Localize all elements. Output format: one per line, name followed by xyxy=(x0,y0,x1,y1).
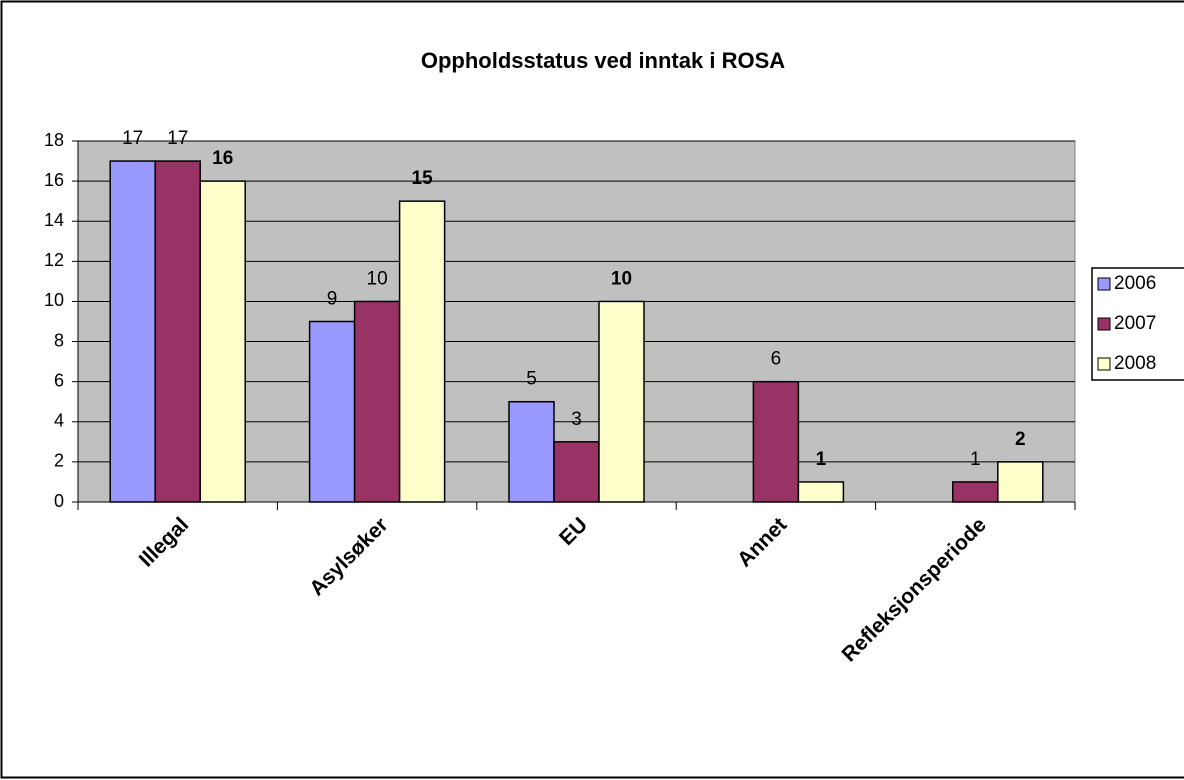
bar xyxy=(199,180,246,503)
bar xyxy=(109,160,156,503)
value-label: 17 xyxy=(122,128,143,149)
y-tick-label: 8 xyxy=(54,330,64,350)
legend-label: 2006 xyxy=(1114,273,1156,294)
bar xyxy=(598,300,645,503)
y-tick-label: 4 xyxy=(54,411,64,431)
value-label: 9 xyxy=(327,289,338,310)
value-label: 5 xyxy=(526,369,537,390)
y-tick-label: 14 xyxy=(44,210,64,230)
legend-label: 2007 xyxy=(1114,313,1156,334)
value-label: 16 xyxy=(212,148,233,169)
value-label: 10 xyxy=(611,268,632,289)
y-tick-label: 12 xyxy=(44,250,64,270)
bar xyxy=(797,481,845,503)
y-tick-label: 6 xyxy=(54,370,64,390)
legend-swatch xyxy=(1097,357,1111,371)
value-label: 2 xyxy=(1015,429,1026,450)
bar xyxy=(553,441,600,503)
bar xyxy=(154,160,201,503)
y-tick-label: 18 xyxy=(44,130,64,150)
value-label: 17 xyxy=(167,128,188,149)
bar xyxy=(752,380,800,503)
bar xyxy=(952,481,999,503)
bar xyxy=(308,320,356,503)
legend-label: 2008 xyxy=(1114,353,1156,374)
bar xyxy=(508,400,555,503)
legend-swatch xyxy=(1097,317,1111,331)
legend-swatch xyxy=(1097,277,1111,291)
value-label: 6 xyxy=(771,349,782,370)
bar xyxy=(353,300,401,503)
y-tick-label: 0 xyxy=(54,491,64,511)
value-label: 1 xyxy=(816,449,827,470)
value-label: 10 xyxy=(367,268,388,289)
bar xyxy=(398,200,446,503)
bar xyxy=(997,461,1044,503)
value-label: 3 xyxy=(571,409,582,430)
y-tick-label: 16 xyxy=(44,170,64,190)
value-label: 1 xyxy=(970,449,981,470)
y-tick-label: 2 xyxy=(54,451,64,471)
value-label: 15 xyxy=(412,168,434,189)
chart-title: Oppholdsstatus ved inntak i ROSA xyxy=(421,48,785,73)
y-tick-label: 10 xyxy=(44,290,64,310)
